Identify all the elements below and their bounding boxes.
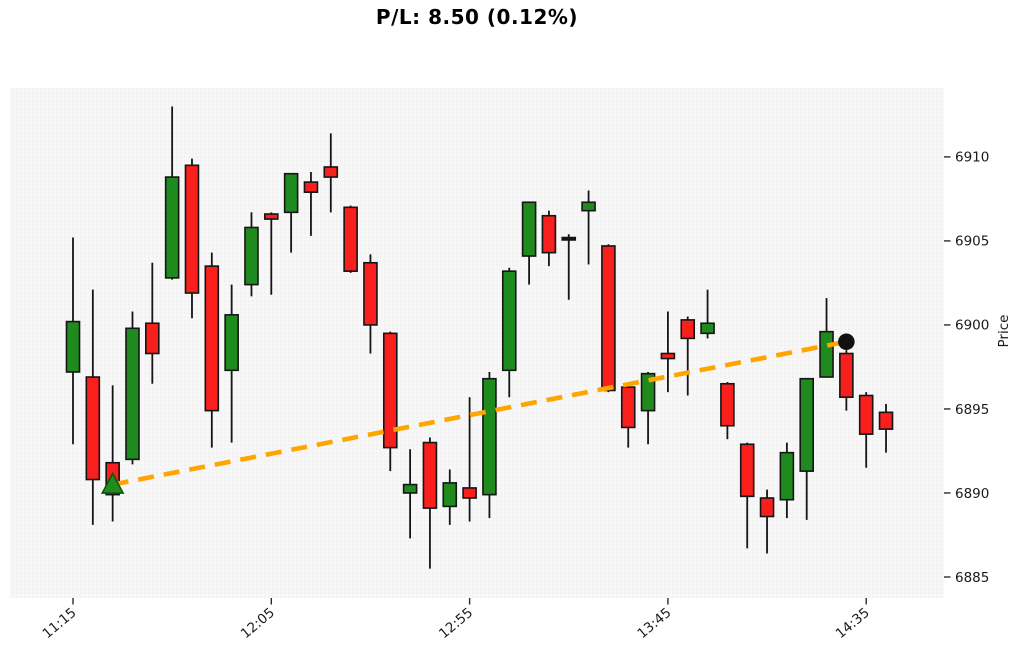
y-axis-tick-label: 6910	[955, 150, 989, 166]
candle-body-12:05	[263, 213, 279, 220]
candle-body-11:40	[164, 176, 180, 279]
candle-body-11:55	[224, 314, 239, 372]
candle-body-14:15	[779, 451, 795, 501]
candle-body-12:35	[382, 332, 398, 449]
y-axis-tick-label: 6895	[955, 402, 989, 418]
candle-body-12:40	[402, 483, 418, 494]
candle-body-11:15	[65, 320, 81, 373]
candle-body-14:05	[739, 443, 755, 498]
candle-body-14:40	[878, 411, 894, 430]
x-axis-tick-label: 12:05	[238, 605, 278, 642]
x-axis-tick-label: 12:55	[436, 605, 476, 642]
exit-marker-dot-icon	[838, 333, 855, 351]
candle-body-12:55	[462, 487, 477, 499]
candle-body-12:10	[283, 172, 299, 214]
candle-body-11:20	[85, 376, 101, 481]
candle-body-12:25	[343, 206, 358, 272]
entry-marker-triangle-icon	[100, 471, 125, 494]
candle-body-12:30	[363, 261, 378, 326]
x-axis-tick-label: 13:45	[634, 605, 674, 642]
candle-body-12:15	[303, 181, 319, 193]
candle-body-14:30	[839, 352, 854, 398]
candle-body-13:00	[482, 377, 497, 496]
candle-body-13:45	[660, 352, 676, 360]
y-axis-tick-label: 6885	[955, 570, 989, 586]
candle-body-13:50	[680, 319, 696, 340]
candle-body-14:00	[720, 382, 735, 427]
y-axis-tick-label: 6890	[955, 486, 989, 502]
trade-line	[112, 339, 847, 487]
x-axis-tick-label: 14:35	[833, 605, 873, 642]
plot-area-texture	[10, 88, 944, 598]
candle-body-12:20	[323, 166, 339, 178]
candle-body-13:40	[640, 372, 656, 412]
candle-body-11:45	[184, 164, 200, 294]
candle-body-13:30	[601, 245, 616, 392]
candle-body-11:30	[125, 327, 140, 461]
candle-body-13:35	[620, 386, 636, 429]
y-axis-label: Price	[996, 315, 1012, 348]
candle-body-13:15	[541, 214, 557, 254]
candle-body-13:10	[521, 201, 537, 257]
y-axis-tick-label: 6905	[955, 234, 989, 250]
candle-body-12:50	[442, 482, 458, 508]
x-axis-tick-label: 11:15	[39, 605, 79, 642]
candle-body-13:25	[581, 201, 596, 212]
candle-body-13:20	[561, 236, 577, 241]
candle-body-14:25	[819, 330, 834, 378]
candle-body-13:05	[501, 270, 517, 372]
y-axis-tick-label: 6900	[955, 318, 989, 334]
candle-body-12:45	[422, 441, 438, 509]
candle-body-14:20	[799, 377, 815, 472]
candle-body-14:35	[858, 394, 874, 435]
candle-body-12:00	[244, 226, 259, 286]
chart-title: P/L: 8.50 (0.12%)	[375, 5, 579, 29]
candle-body-14:10	[759, 497, 775, 518]
candle-body-11:50	[204, 265, 220, 412]
candle-body-11:35	[145, 322, 160, 355]
candle-body-13:55	[700, 322, 715, 335]
